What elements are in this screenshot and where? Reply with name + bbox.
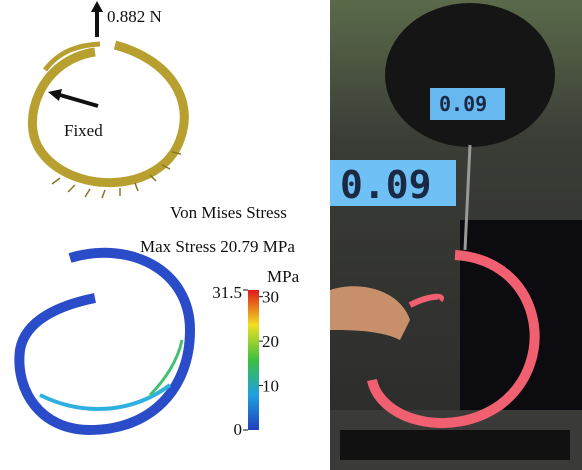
- stress-ring: [19, 253, 190, 430]
- stress-title: Von Mises Stress: [170, 203, 287, 222]
- colorbar-tick-label: 10: [262, 377, 279, 396]
- figure: 0.882 N Fixed Von Mises Stress Max Stres…: [0, 0, 582, 470]
- deformed-ring: [32, 44, 184, 183]
- stress-highlight: [40, 385, 170, 409]
- colorbar: [248, 290, 259, 430]
- scale-display: 0.09: [439, 92, 487, 116]
- scale-display-zoom: 0.09: [340, 163, 432, 207]
- colorbar-max: 31.5: [212, 283, 242, 302]
- force-arrowhead: [91, 1, 103, 12]
- colorbar-title: MPa: [267, 267, 300, 286]
- photo: [330, 0, 582, 470]
- force-label: 0.882 N: [107, 7, 162, 26]
- colorbar-tick-label: 20: [262, 332, 279, 351]
- colorbar-tick-label: 30: [262, 288, 279, 307]
- fixed-label: Fixed: [64, 121, 103, 140]
- fixed-arrow: [60, 95, 98, 106]
- fixed-arrowhead: [48, 89, 62, 101]
- max-stress-label: Max Stress 20.79 MPa: [140, 237, 295, 256]
- colorbar-min: 0: [234, 420, 243, 439]
